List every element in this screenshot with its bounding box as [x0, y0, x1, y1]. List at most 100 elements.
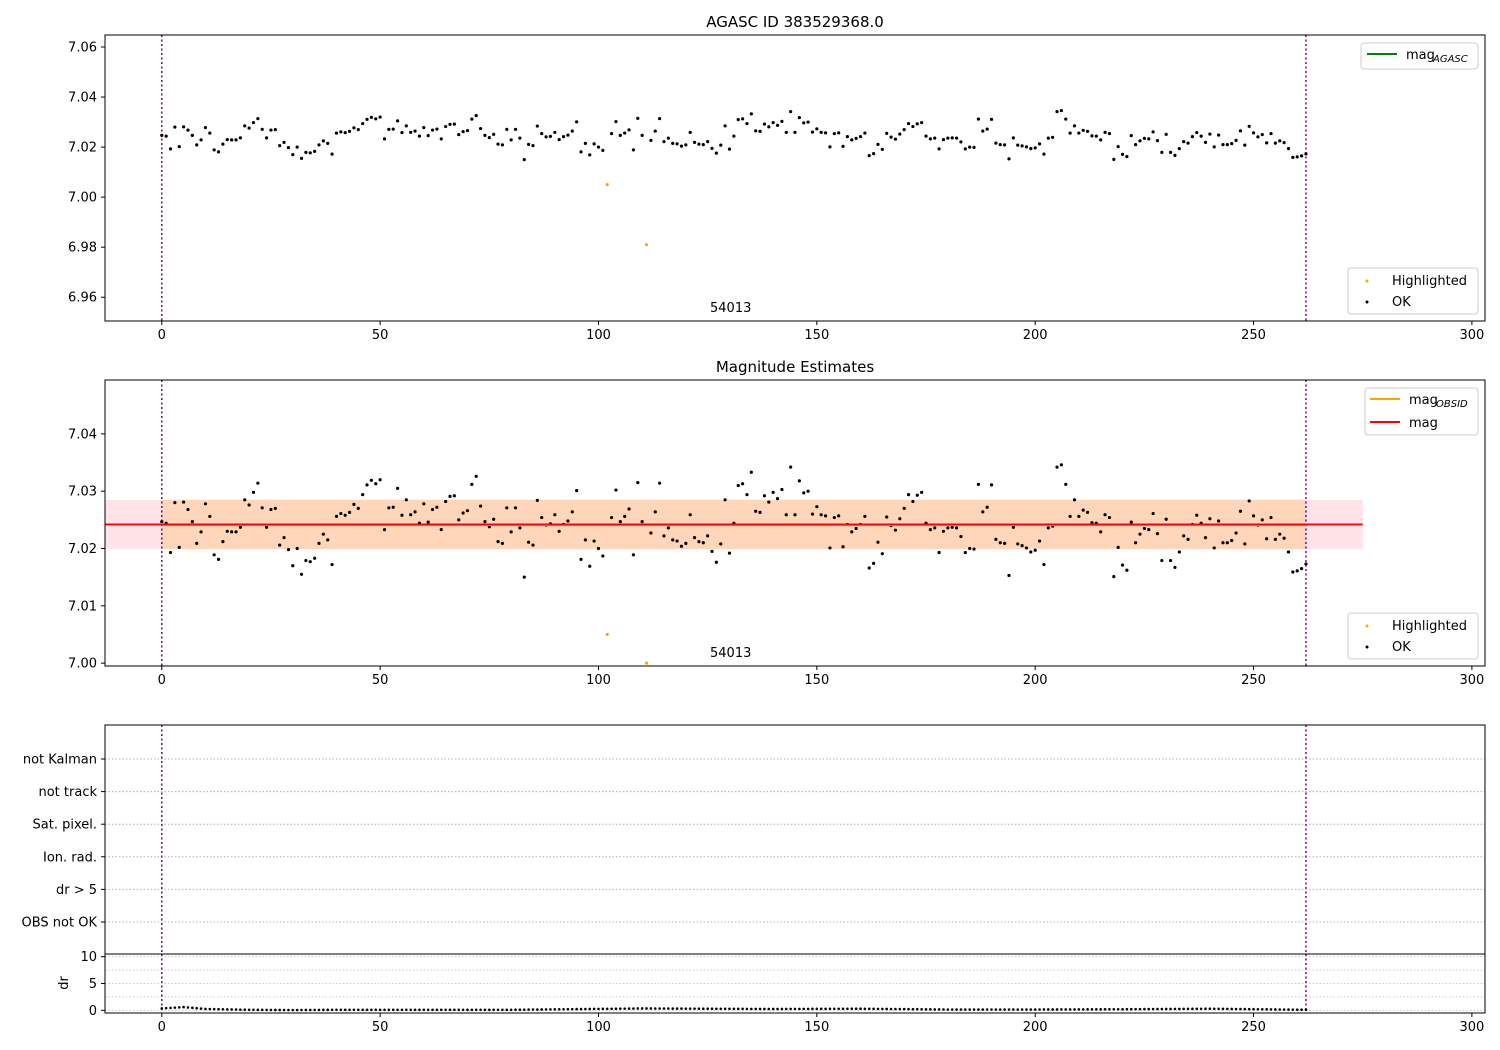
dr-point	[924, 1008, 928, 1011]
dr-point	[950, 1008, 954, 1011]
dr-point	[802, 1007, 806, 1011]
data-point-ok	[347, 510, 352, 514]
dr-point	[1173, 1007, 1177, 1011]
data-point-ok	[714, 560, 718, 564]
data-point-ok	[714, 151, 718, 155]
dr-point	[1147, 1007, 1151, 1011]
panel-magnitude-plot: 0 50 100 150 200 250 300 7.00 7.01 7.02 7.03 7.04	[68, 380, 1484, 688]
dr-point	[780, 1007, 784, 1011]
y-tick-label: 6.98	[68, 241, 97, 256]
dr-point	[1282, 1008, 1286, 1011]
dr-point	[929, 1008, 932, 1011]
data-point-ok	[719, 143, 723, 147]
data-point-ok	[736, 117, 740, 122]
dr-point	[754, 1007, 757, 1011]
data-point-ok	[1234, 531, 1238, 535]
data-point-ok	[767, 125, 771, 129]
panel-magnitude: Magnitude Estimates 0 50 100 150 200 250 300 7.…	[68, 358, 1486, 688]
data-point-ok	[1094, 134, 1098, 138]
data-point-ok	[570, 129, 574, 133]
dr-point	[1169, 1007, 1172, 1011]
dr-point	[597, 1007, 600, 1011]
data-point-ok	[308, 151, 312, 155]
data-point-ok	[815, 505, 819, 509]
dr-point	[1226, 1007, 1229, 1011]
dr-point	[374, 1008, 378, 1012]
dr-point	[697, 1007, 701, 1010]
data-point-ok	[1090, 521, 1094, 525]
dr-point	[693, 1007, 696, 1010]
data-point-ok	[1024, 546, 1029, 550]
dr-point	[217, 1007, 220, 1011]
flag-category-label: not track	[38, 785, 97, 800]
data-point-ok	[317, 541, 321, 545]
dr-point	[605, 1007, 609, 1011]
data-point-ok	[893, 528, 898, 532]
data-point-ok	[422, 125, 426, 130]
data-point-ok	[164, 134, 168, 138]
data-point-ok	[295, 145, 299, 149]
dr-point	[527, 1008, 530, 1011]
data-point-ok	[933, 526, 937, 530]
data-point-ok	[374, 482, 378, 486]
data-point-ok	[251, 490, 256, 494]
data-point-ok	[1278, 532, 1282, 536]
dr-point	[409, 1008, 412, 1012]
data-point-ok	[557, 529, 561, 533]
dr-point	[1055, 1008, 1059, 1011]
legend-ok-label-2: OK	[1392, 640, 1411, 655]
dr-point	[771, 1007, 775, 1011]
dr-point	[579, 1007, 583, 1011]
dr-point	[885, 1007, 889, 1011]
data-point-ok	[810, 512, 815, 516]
data-point-ok	[653, 510, 657, 514]
y-tick-label: 7.03	[68, 485, 97, 500]
data-point-ok	[710, 549, 714, 553]
dr-point	[837, 1007, 840, 1011]
panel-magnitude-legend-top: mag OBSID mag	[1364, 387, 1479, 436]
x-tick-label: 250	[1241, 328, 1266, 343]
data-point-ok	[1020, 544, 1024, 548]
dr-point	[889, 1007, 893, 1011]
dr-point	[339, 1008, 343, 1012]
dr-point	[1112, 1007, 1116, 1011]
data-point-ok	[1138, 532, 1142, 536]
data-point-ok	[832, 131, 836, 136]
data-point-ok	[946, 526, 950, 530]
data-point-ok	[561, 134, 566, 139]
dr-point	[483, 1008, 487, 1012]
data-point-ok	[1295, 569, 1299, 573]
data-point-ok	[452, 494, 456, 498]
dr-point	[1191, 1007, 1194, 1011]
data-point-ok	[522, 575, 526, 579]
dr-point	[453, 1008, 456, 1012]
data-point-ok	[1151, 511, 1155, 516]
data-point-ok	[915, 493, 919, 497]
data-point-ok	[575, 120, 579, 124]
data-point-ok	[749, 470, 753, 474]
dr-point	[496, 1008, 500, 1012]
data-point-ok	[461, 511, 465, 515]
data-point-ok	[470, 482, 474, 486]
data-point-ok	[1269, 131, 1273, 136]
data-point-ok	[1195, 130, 1199, 135]
dr-point	[308, 1008, 312, 1012]
dr-point	[160, 1007, 164, 1010]
dr-point	[667, 1007, 670, 1010]
data-point-ok	[190, 519, 194, 524]
dr-point	[806, 1007, 810, 1011]
data-point-ok	[500, 143, 505, 147]
data-point-ok	[609, 131, 614, 136]
dr-point	[964, 1008, 967, 1011]
data-point-ok	[531, 543, 535, 547]
dr-point	[1099, 1008, 1102, 1011]
data-point-ok	[177, 545, 181, 549]
dr-point	[439, 1008, 443, 1012]
dr-point	[448, 1008, 452, 1012]
dr-point	[1077, 1008, 1081, 1011]
data-point-ok	[981, 510, 985, 514]
data-point-ok	[911, 499, 915, 504]
data-point-ok	[1103, 130, 1107, 134]
dr-point	[977, 1008, 980, 1011]
data-point-ok	[395, 486, 400, 490]
